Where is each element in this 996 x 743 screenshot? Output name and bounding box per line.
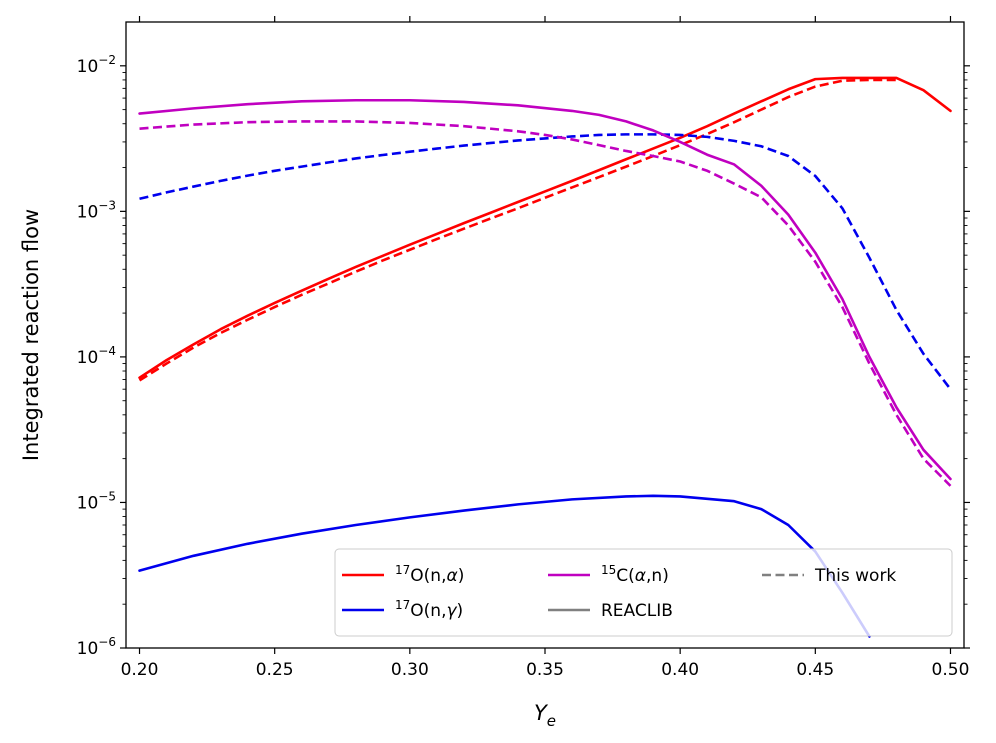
- x-axis-label-main: Y: [534, 701, 549, 725]
- legend-box: [334, 548, 953, 637]
- x-axis-label-sub: e: [547, 712, 556, 730]
- series-line-1: [138, 76, 952, 379]
- series-line-4: [139, 133, 952, 390]
- legend-label: 15C(α,n): [601, 563, 669, 586]
- x-tick-label: 0.20: [121, 660, 159, 680]
- legend-items: 17O(n,α) 17O(n,γ) 15C(α,n) REACLIB This work: [342, 563, 896, 621]
- x-tick-label: 0.35: [526, 660, 564, 680]
- x-tick-label: 0.45: [796, 660, 834, 680]
- legend-label: 17O(n,γ): [395, 598, 463, 621]
- series-layer: [138, 76, 952, 638]
- y-tick-label: 10−4: [77, 344, 116, 368]
- y-tick-label: 10−2: [77, 53, 116, 77]
- ticks-layer: 0.20 0.25 0.30 0.35 0.40 0.45 0.50 10−6 10−5 10−4…: [77, 16, 970, 680]
- series-line-3: [138, 494, 871, 638]
- x-tick-label: 0.50: [932, 660, 970, 680]
- x-tick-label: 0.30: [391, 660, 429, 680]
- legend-label: 17O(n,α): [395, 563, 464, 586]
- legend-label: REACLIB: [601, 601, 673, 621]
- y-axis-label: Integrated reaction flow: [19, 209, 43, 461]
- series-line-2: [138, 78, 897, 382]
- y-tick-label: 10−5: [77, 489, 116, 513]
- legend: 17O(n,α) 17O(n,γ) 15C(α,n) REACLIB This work: [334, 548, 953, 637]
- x-tick-label: 0.40: [661, 660, 699, 680]
- x-axis-label: Ye: [534, 701, 556, 730]
- series-line-6: [139, 120, 952, 487]
- series-line-5: [138, 98, 952, 481]
- y-tick-label: 10−6: [77, 635, 116, 659]
- x-tick-label: 0.25: [256, 660, 294, 680]
- y-tick-label: 10−3: [77, 198, 116, 222]
- legend-label: This work: [814, 566, 896, 586]
